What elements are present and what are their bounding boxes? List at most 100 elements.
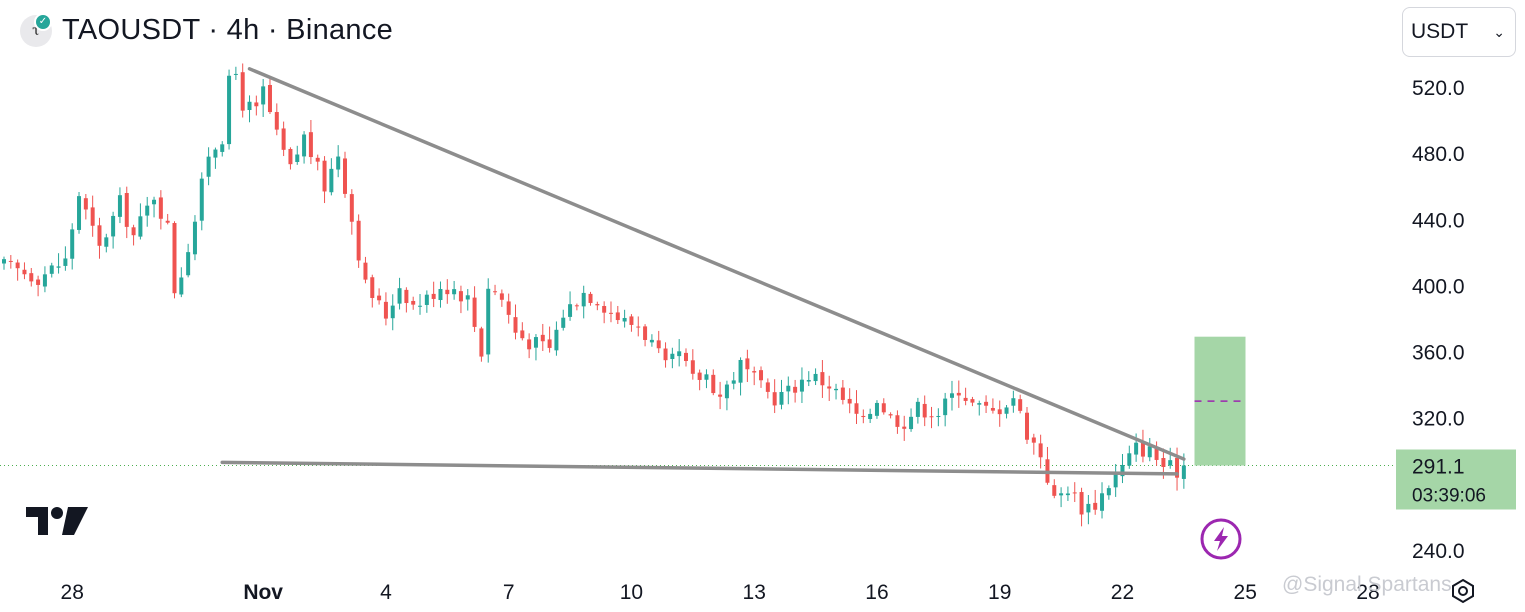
candle-body	[2, 259, 6, 264]
candle-body	[1031, 437, 1036, 443]
candle-body	[397, 288, 402, 304]
candle-body	[131, 227, 136, 236]
candle-body	[56, 266, 61, 268]
tradingview-logo	[26, 507, 88, 535]
candle-body	[574, 305, 579, 307]
y-tick-label: 520.0	[1412, 77, 1465, 100]
candle-body	[404, 289, 409, 304]
candle-body	[295, 154, 300, 162]
currency-select[interactable]: USDT ⌄	[1402, 7, 1516, 57]
candle-body	[111, 215, 116, 237]
settings-icon[interactable]	[1450, 578, 1476, 604]
candle-body	[813, 373, 818, 382]
candle-body	[1147, 446, 1152, 458]
candle-body	[179, 277, 184, 295]
candle-body	[472, 297, 477, 327]
candle-body	[513, 317, 518, 333]
watermark: @Signal Spartans	[1282, 573, 1452, 596]
price-label-box	[1396, 449, 1516, 510]
candle-body	[786, 385, 791, 392]
candle-body	[445, 289, 450, 295]
currency-value: USDT	[1411, 20, 1469, 43]
candle-body	[90, 207, 95, 226]
x-tick-label: 7	[503, 581, 515, 604]
candle-body	[834, 388, 839, 391]
candle-body	[438, 289, 443, 301]
candle-body	[799, 379, 804, 392]
candle-body	[1168, 460, 1173, 466]
candle-body	[929, 416, 934, 418]
candle-body	[1120, 464, 1125, 477]
candle-body	[499, 293, 504, 300]
candle-body	[83, 198, 88, 210]
candle-body	[458, 291, 463, 302]
candle-body	[349, 194, 354, 222]
candle-body	[281, 128, 286, 150]
candle-body	[465, 295, 470, 300]
candle-body	[274, 112, 279, 130]
candle-body	[684, 352, 688, 361]
candle-body	[649, 339, 654, 343]
candle-body	[322, 160, 327, 192]
candle-body	[520, 330, 525, 339]
candle-body	[383, 301, 388, 319]
candle-body	[888, 414, 893, 416]
candle-body	[1018, 399, 1023, 411]
candle-body	[267, 84, 272, 113]
candle-body	[1106, 488, 1111, 496]
bar-countdown-label: 03:39:06	[1412, 486, 1486, 507]
candle-body	[854, 403, 859, 414]
candle-body	[656, 340, 661, 349]
candle-body	[343, 158, 347, 194]
candle-body	[165, 220, 170, 223]
candle-body	[1175, 457, 1180, 478]
candle-body	[581, 292, 586, 307]
candle-body	[731, 380, 736, 384]
candle-body	[240, 72, 245, 111]
candle-body	[936, 415, 941, 417]
candle-body	[547, 339, 552, 348]
candle-body	[8, 260, 13, 262]
support-trendline	[220, 460, 1179, 476]
candle-body	[356, 220, 361, 261]
candle-body	[288, 148, 293, 165]
x-tick-label: Nov	[243, 581, 283, 604]
x-tick-label: 28	[61, 581, 84, 604]
x-tick-label: 16	[865, 581, 888, 604]
candle-body	[820, 372, 825, 386]
candle-body	[827, 386, 832, 389]
candle-body	[922, 403, 927, 418]
candle-body	[602, 306, 607, 313]
candle-body	[881, 403, 886, 413]
candle-body	[1025, 412, 1029, 440]
y-tick-label: 480.0	[1412, 143, 1465, 166]
candle-body	[895, 415, 900, 427]
symbol-title: TAOUSDT · 4h · Binance	[62, 14, 394, 46]
lightning-bolt-icon[interactable]	[1199, 517, 1243, 561]
candle-body	[629, 316, 634, 325]
candle-body	[336, 156, 341, 170]
candle-body	[370, 277, 375, 298]
x-tick-label: 22	[1111, 581, 1134, 604]
candle-body	[452, 289, 457, 295]
candle-body	[704, 374, 709, 380]
candle-body	[63, 258, 68, 266]
candle-body	[329, 168, 334, 193]
candle-body	[997, 409, 1002, 415]
candle-body	[772, 392, 777, 406]
candle-body	[172, 223, 177, 294]
candle-body	[643, 326, 648, 340]
candle-body	[765, 382, 770, 392]
candle-body	[1181, 465, 1186, 479]
candle-body	[759, 370, 764, 381]
candle-body	[1086, 503, 1091, 513]
y-tick-label: 360.0	[1412, 342, 1465, 365]
candle-body	[138, 216, 143, 237]
candle-body	[29, 273, 34, 282]
candle-body	[411, 300, 416, 305]
candle-body	[943, 398, 948, 416]
candle-body	[1100, 493, 1105, 511]
candle-body	[1161, 458, 1166, 467]
candle-body	[418, 305, 423, 307]
